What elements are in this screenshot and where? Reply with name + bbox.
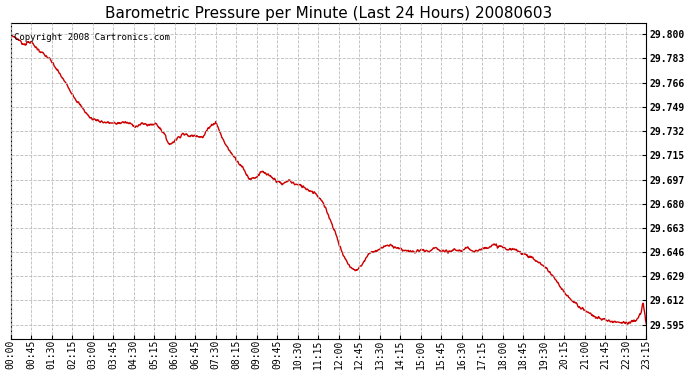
Text: Copyright 2008 Cartronics.com: Copyright 2008 Cartronics.com	[14, 33, 170, 42]
Title: Barometric Pressure per Minute (Last 24 Hours) 20080603: Barometric Pressure per Minute (Last 24 …	[105, 6, 552, 21]
